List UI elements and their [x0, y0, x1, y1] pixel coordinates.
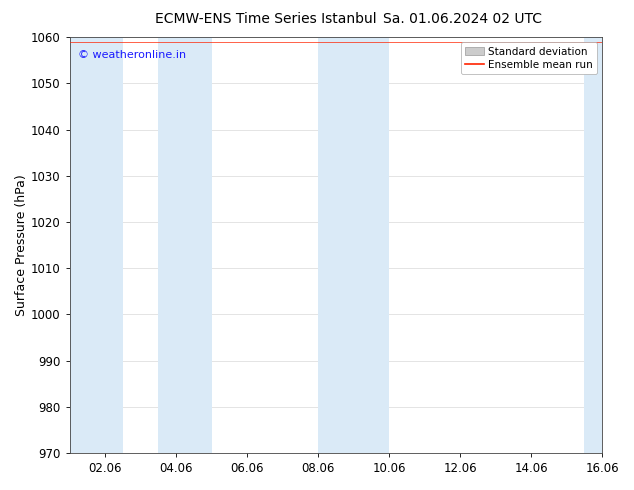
Bar: [70, 37, 123, 453]
Legend: Standard deviation, Ensemble mean run: Standard deviation, Ensemble mean run: [461, 42, 597, 74]
Bar: [585, 37, 634, 453]
Bar: [318, 37, 389, 453]
Bar: [158, 37, 212, 453]
Y-axis label: Surface Pressure (hPa): Surface Pressure (hPa): [15, 174, 28, 316]
Text: ECMW-ENS Time Series Istanbul: ECMW-ENS Time Series Istanbul: [155, 12, 377, 26]
Text: Sa. 01.06.2024 02 UTC: Sa. 01.06.2024 02 UTC: [384, 12, 542, 26]
Text: © weatheronline.in: © weatheronline.in: [77, 49, 186, 60]
